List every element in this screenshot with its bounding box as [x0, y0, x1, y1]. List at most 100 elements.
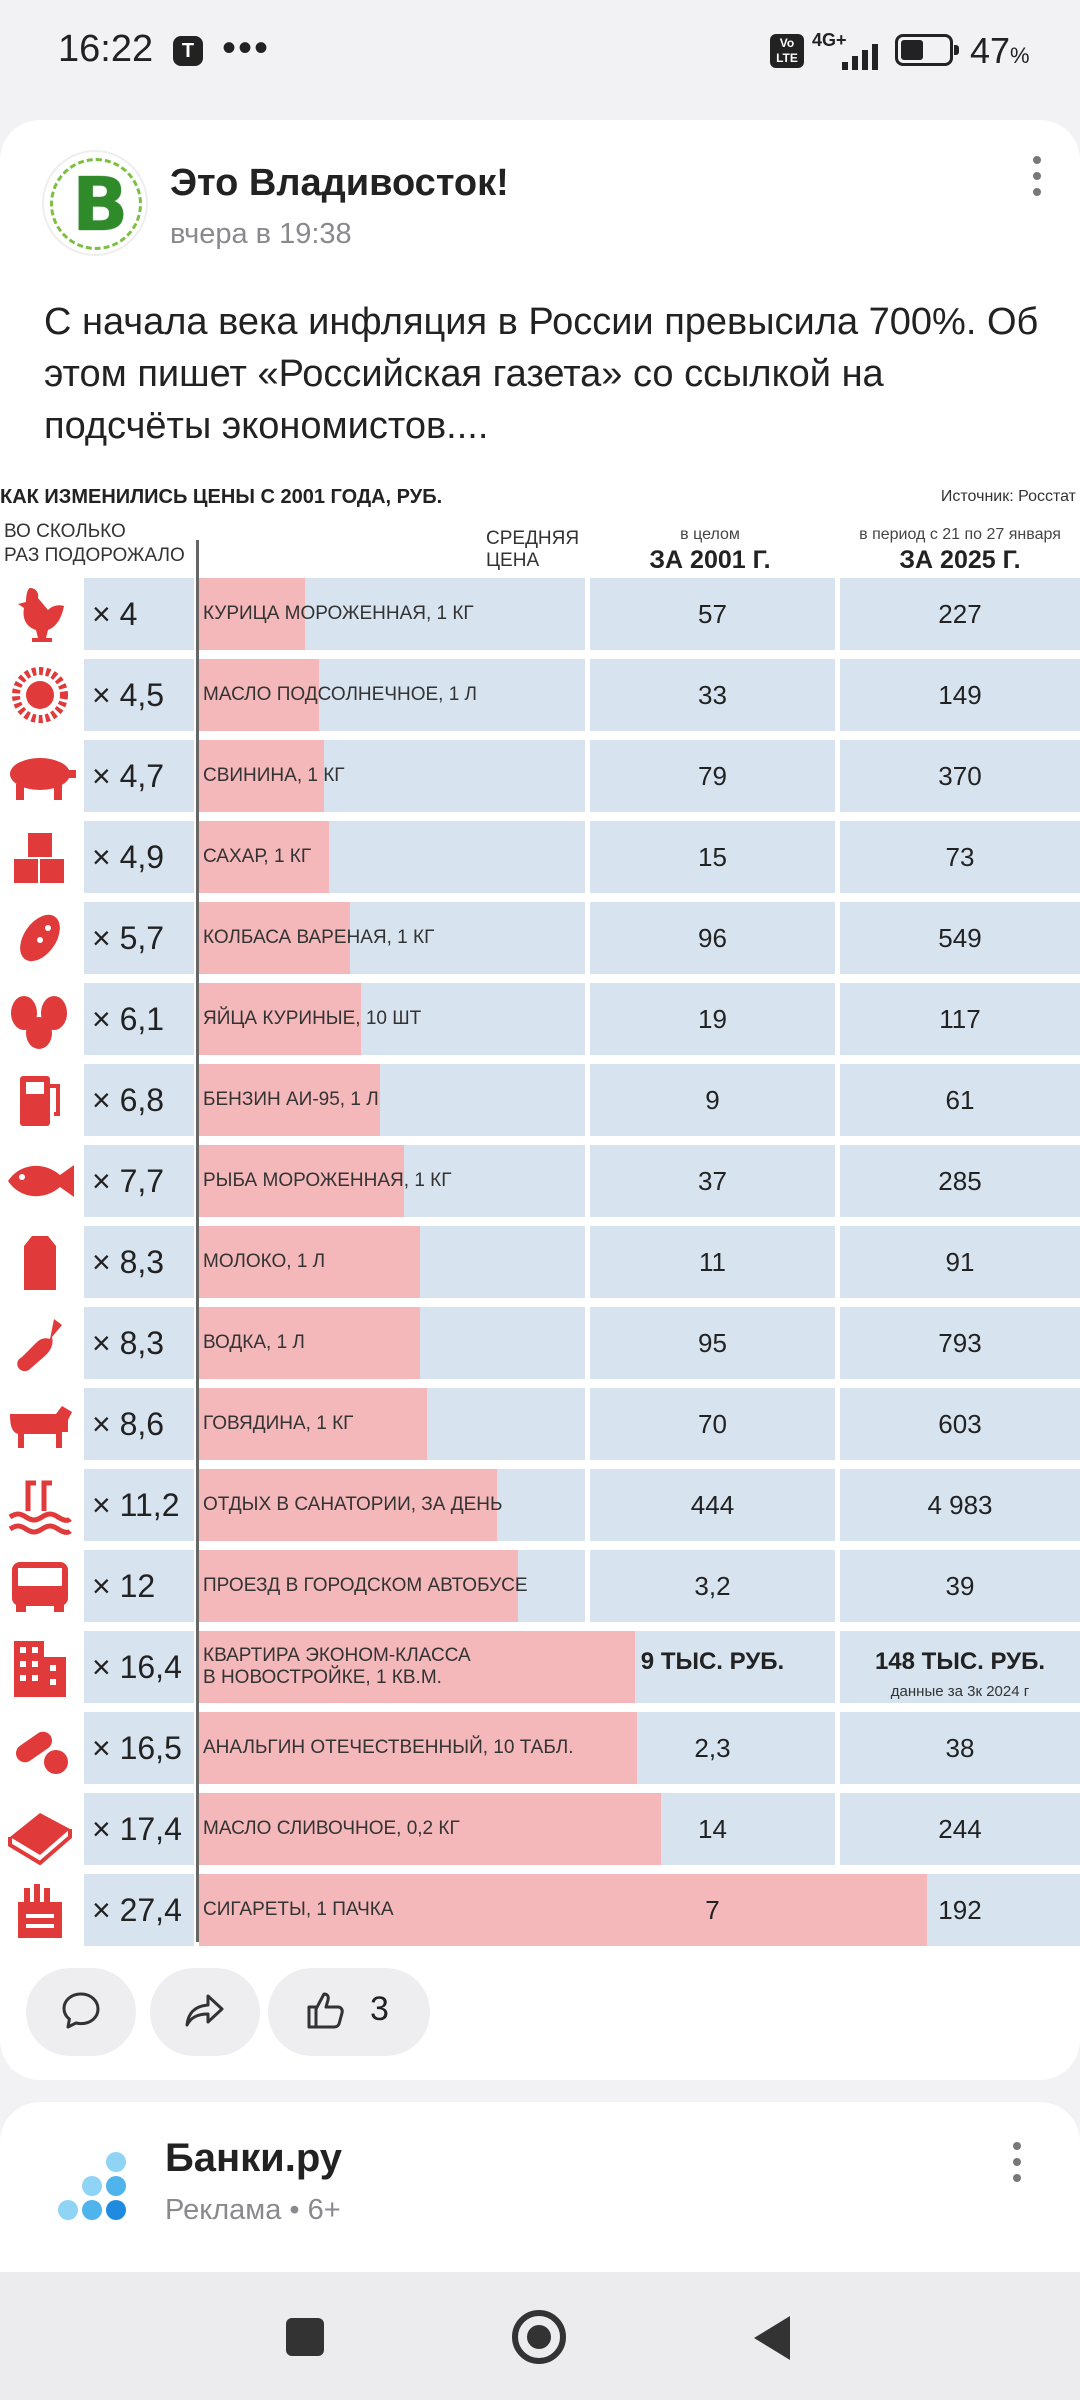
post-more-icon[interactable]	[1022, 152, 1052, 202]
price-2001: 96	[698, 923, 727, 953]
price-2001: 95	[698, 1328, 727, 1358]
battery-icon	[895, 34, 959, 66]
infographic-source: Источник: Росстат	[940, 488, 1076, 505]
price-2001: 19	[698, 1004, 727, 1034]
price-2025: 244	[938, 1814, 982, 1844]
increase-bar	[199, 902, 350, 974]
share-button[interactable]	[150, 1968, 260, 2056]
multiplier: × 27,4	[92, 1892, 182, 1928]
increase-bar	[199, 1874, 927, 1946]
increase-bar	[199, 1550, 518, 1622]
ad-title[interactable]: Банки.ру	[165, 2136, 343, 2180]
status-time: 16:22	[58, 28, 154, 70]
multiplier: × 16,4	[92, 1649, 182, 1685]
item-name: ПРОЕЗД В ГОРОДСКОМ АВТОБУСЕ	[203, 1575, 528, 1596]
recents-button[interactable]	[286, 2318, 324, 2356]
increase-bar	[199, 1226, 420, 1298]
item-name: СВИНИНА, 1 КГ	[203, 765, 345, 786]
comment-button[interactable]	[26, 1968, 136, 2056]
back-button[interactable]	[754, 2316, 790, 2360]
price-2001: 2,3	[694, 1733, 731, 1763]
ad-subtitle: Реклама • 6+	[165, 2194, 341, 2226]
post-image-infographic[interactable]: КАК ИЗМЕНИЛИСЬ ЦЕНЫ С 2001 ГОДА, РУБ. Ис…	[0, 480, 1080, 1950]
multiplier: × 6,1	[92, 1001, 165, 1037]
table-row: × 4,9 САХАР, 1 КГ 15 73	[0, 821, 1080, 893]
post-author[interactable]: Это Владивосток!	[170, 162, 509, 204]
item-name: САХАР, 1 КГ	[203, 846, 312, 867]
price-2025: 91	[945, 1247, 975, 1277]
like-button[interactable]: 3	[268, 1968, 430, 2056]
price-2001: 70	[698, 1409, 727, 1439]
increase-bar	[199, 1469, 497, 1541]
fuel-icon	[0, 1064, 80, 1136]
table-row: × 4 КУРИЦА МОРОЖЕННАЯ, 1 КГ 57 227	[0, 578, 1080, 650]
multiplier: × 4,7	[92, 758, 165, 794]
increase-bar	[199, 1388, 427, 1460]
price-2001: 444	[690, 1490, 735, 1520]
table-row: × 11,2 ОТДЫХ В САНАТОРИИ, ЗА ДЕНЬ 444 4 983	[0, 1469, 1080, 1541]
price-2025: 39	[945, 1571, 975, 1601]
price-2001: 9 ТЫС. РУБ.	[640, 1648, 785, 1675]
item-name: МАСЛО ПОДСОЛНЕЧНОЕ, 1 Л	[203, 684, 478, 705]
increase-bar	[199, 740, 324, 812]
table-row: × 16,4 КВАРТИРА ЭКОНОМ-КЛАССА В НОВОСТРОЙК…	[0, 1631, 1080, 1703]
price-2025: 38	[945, 1733, 975, 1763]
item-name: КОЛБАСА ВАРЕНАЯ, 1 КГ	[203, 927, 435, 948]
multiplier: × 5,7	[92, 920, 165, 956]
table-row: × 4,5 МАСЛО ПОДСОЛНЕЧНОЕ, 1 Л 33 149	[0, 659, 1080, 731]
price-2001: 15	[698, 842, 727, 872]
price-2001: 57	[698, 599, 727, 629]
price-2025: 149	[938, 680, 982, 710]
increase-bar	[199, 1064, 380, 1136]
multiplier: × 8,3	[92, 1325, 165, 1361]
ad-more-icon[interactable]	[1002, 2138, 1032, 2188]
avatar[interactable]: В	[42, 150, 148, 256]
chicken-icon	[0, 578, 80, 650]
battery-percent: 47%	[970, 30, 1030, 71]
table-row: × 16,5 АНАЛЬГИН ОТЕЧЕСТВЕННЫЙ, 10 ТАБЛ. 2,…	[0, 1712, 1080, 1784]
table-row: × 8,3 ВОДКА, 1 Л 95 793	[0, 1307, 1080, 1379]
multiplier: × 16,5	[92, 1730, 182, 1766]
price-2001: 14	[698, 1814, 727, 1844]
table-row: × 4,7 СВИНИНА, 1 КГ 79 370	[0, 740, 1080, 812]
sausage-icon	[0, 902, 80, 974]
increase-bar	[199, 1712, 637, 1784]
header-avg-price: СРЕДНЯЯ ЦЕНА	[486, 528, 580, 571]
pool-icon	[0, 1469, 80, 1541]
share-icon	[185, 1994, 224, 2027]
price-2001: 9	[705, 1085, 720, 1115]
milk-icon	[0, 1226, 80, 1298]
volte-icon: Vo LTE	[770, 34, 804, 68]
axis-line	[196, 540, 199, 1942]
item-name: МОЛОКО, 1 Л	[203, 1251, 326, 1272]
ad-card[interactable]: Банки.ру Реклама • 6+	[0, 2102, 1080, 2272]
item-name: РЫБА МОРОЖЕННАЯ, 1 КГ	[203, 1170, 452, 1191]
table-row: × 8,3 МОЛОКО, 1 Л 11 91	[0, 1226, 1080, 1298]
like-count: 3	[370, 1990, 389, 2028]
price-2025: 73	[945, 842, 975, 872]
comment-icon	[62, 1992, 100, 2029]
multiplier: × 11,2	[92, 1487, 180, 1523]
post-text[interactable]: С начала века инфляция в России превысил…	[44, 301, 1039, 447]
header-2001: в целом ЗА 2001 Г.	[649, 526, 771, 574]
price-2025: 285	[938, 1166, 982, 1196]
navigation-bar	[0, 2272, 1080, 2400]
fish-icon	[0, 1145, 80, 1217]
pills-icon	[0, 1712, 80, 1784]
banki-logo	[58, 2152, 130, 2224]
notification-app-icon: T	[173, 36, 203, 66]
home-button[interactable]	[512, 2310, 566, 2364]
header-multiplier: ВО СКОЛЬКО РАЗ ПОДОРОЖАЛО	[4, 521, 185, 566]
sugar-icon	[0, 821, 80, 893]
price-2025: 549	[938, 923, 982, 953]
table-row: × 7,7 РЫБА МОРОЖЕННАЯ, 1 КГ 37 285	[0, 1145, 1080, 1217]
price-2001: 33	[698, 680, 727, 710]
multiplier: × 4,5	[92, 677, 165, 713]
table-row: × 8,6 ГОВЯДИНА, 1 КГ 70 603	[0, 1388, 1080, 1460]
table-row: × 6,1 ЯЙЦА КУРИНЫЕ, 10 ШТ 19 117	[0, 983, 1080, 1055]
price-2025: 603	[938, 1409, 982, 1439]
price-2001: 79	[698, 761, 727, 791]
multiplier: × 4	[92, 596, 138, 632]
multiplier: × 4,9	[92, 839, 165, 875]
